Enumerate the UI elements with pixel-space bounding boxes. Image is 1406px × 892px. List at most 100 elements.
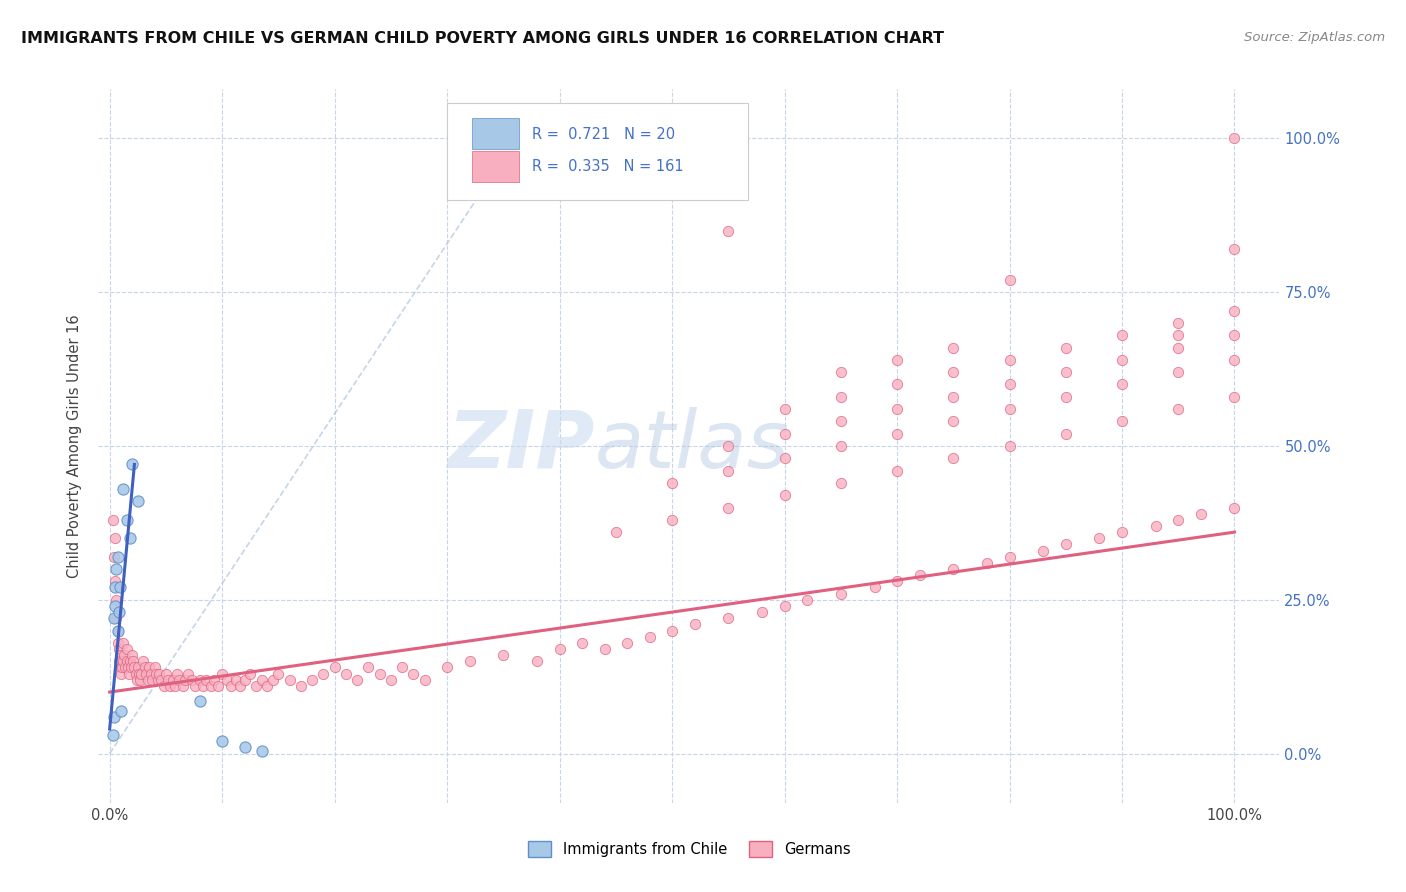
Point bbox=[104, 599, 127, 613]
Point bbox=[110, 704, 132, 718]
Point bbox=[118, 531, 141, 545]
Text: atlas: atlas bbox=[595, 407, 789, 485]
Point bbox=[357, 660, 380, 674]
Point bbox=[135, 666, 157, 681]
Point bbox=[1223, 328, 1246, 343]
Point bbox=[112, 648, 135, 662]
Point bbox=[108, 581, 131, 595]
Point bbox=[1111, 525, 1133, 540]
Point bbox=[886, 464, 908, 478]
Point bbox=[250, 673, 273, 687]
Point bbox=[121, 648, 143, 662]
Point bbox=[1167, 328, 1189, 343]
Point bbox=[335, 666, 357, 681]
Point bbox=[174, 673, 197, 687]
Point bbox=[115, 642, 138, 657]
Point bbox=[1054, 426, 1077, 441]
Point bbox=[830, 414, 852, 428]
Point bbox=[211, 666, 233, 681]
Point bbox=[155, 666, 177, 681]
Point bbox=[886, 377, 908, 392]
Point bbox=[141, 673, 163, 687]
Point bbox=[103, 549, 125, 564]
Point bbox=[1167, 513, 1189, 527]
Point bbox=[219, 679, 242, 693]
Point bbox=[1223, 131, 1246, 145]
Point bbox=[110, 654, 132, 668]
Point bbox=[107, 549, 129, 564]
Point bbox=[105, 592, 128, 607]
Point bbox=[107, 605, 129, 619]
Point bbox=[104, 581, 127, 595]
Point bbox=[107, 654, 129, 668]
Point bbox=[101, 728, 124, 742]
Point bbox=[661, 624, 683, 638]
Point bbox=[207, 679, 229, 693]
Point bbox=[125, 673, 148, 687]
Point bbox=[380, 673, 402, 687]
Point bbox=[830, 390, 852, 404]
Point bbox=[211, 734, 233, 748]
Point bbox=[1111, 328, 1133, 343]
Point bbox=[127, 660, 149, 674]
Point bbox=[107, 642, 129, 657]
Point bbox=[118, 666, 141, 681]
Point bbox=[458, 654, 481, 668]
Point bbox=[141, 666, 163, 681]
Point bbox=[150, 673, 173, 687]
Point bbox=[593, 642, 616, 657]
Point bbox=[751, 605, 773, 619]
Point bbox=[278, 673, 301, 687]
Point bbox=[290, 679, 312, 693]
Point bbox=[107, 624, 129, 638]
Point bbox=[1111, 377, 1133, 392]
Point bbox=[112, 654, 135, 668]
Point bbox=[110, 666, 132, 681]
Point bbox=[1167, 316, 1189, 330]
Point bbox=[998, 549, 1021, 564]
Point bbox=[1223, 303, 1246, 318]
Point bbox=[108, 648, 131, 662]
Point bbox=[104, 531, 127, 545]
Point bbox=[128, 666, 150, 681]
Point bbox=[1088, 531, 1111, 545]
Point bbox=[548, 642, 571, 657]
Point bbox=[661, 475, 683, 490]
Point bbox=[138, 660, 160, 674]
Point bbox=[773, 488, 796, 502]
Point bbox=[111, 660, 134, 674]
FancyBboxPatch shape bbox=[471, 151, 519, 182]
Point bbox=[1223, 390, 1246, 404]
Point bbox=[1111, 414, 1133, 428]
Point bbox=[605, 525, 627, 540]
Point bbox=[184, 679, 207, 693]
Point bbox=[526, 654, 548, 668]
Point bbox=[571, 636, 593, 650]
Point bbox=[1054, 365, 1077, 379]
Point bbox=[107, 624, 129, 638]
Point bbox=[121, 458, 143, 472]
Point bbox=[103, 611, 125, 625]
Point bbox=[942, 365, 965, 379]
Point bbox=[942, 451, 965, 466]
Point bbox=[942, 562, 965, 576]
Point bbox=[180, 673, 202, 687]
Point bbox=[942, 390, 965, 404]
Point bbox=[998, 402, 1021, 417]
Point bbox=[103, 709, 125, 723]
Point bbox=[114, 660, 136, 674]
Point bbox=[120, 660, 142, 674]
Point bbox=[122, 654, 145, 668]
Point bbox=[148, 666, 170, 681]
Point bbox=[157, 673, 180, 687]
Point bbox=[245, 679, 267, 693]
Point bbox=[717, 439, 740, 453]
Point bbox=[908, 568, 931, 582]
Point bbox=[145, 666, 167, 681]
Point bbox=[346, 673, 368, 687]
Point bbox=[863, 581, 886, 595]
Point bbox=[1054, 341, 1077, 355]
Point bbox=[195, 673, 218, 687]
Point bbox=[127, 494, 149, 508]
Point bbox=[188, 694, 211, 708]
